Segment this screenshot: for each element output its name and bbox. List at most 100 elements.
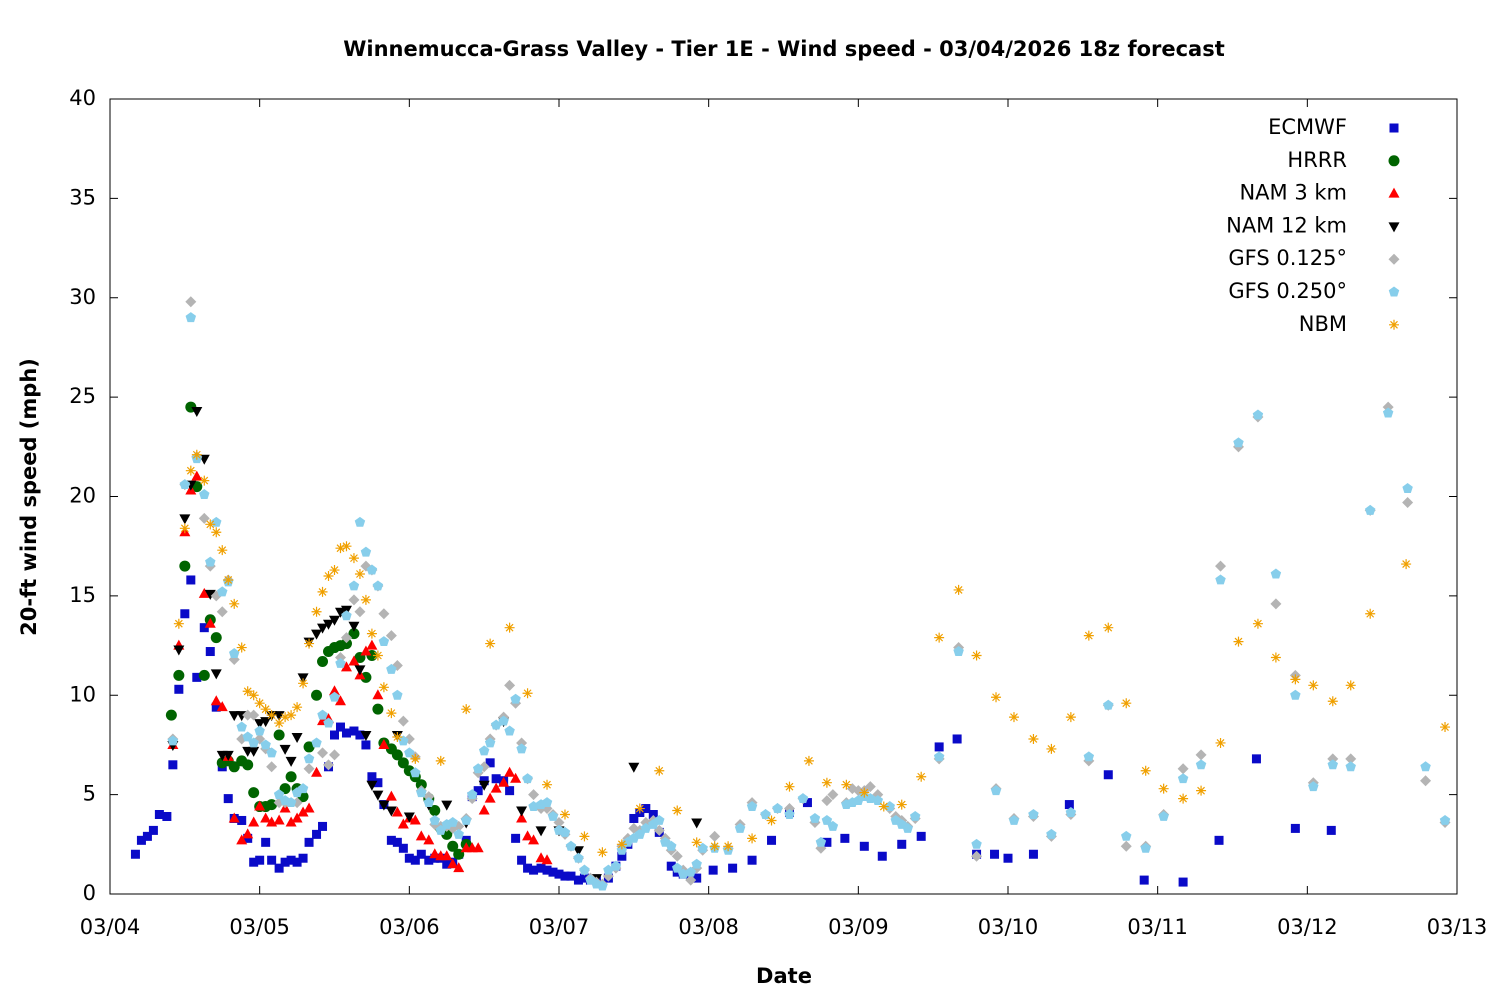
data-point: [186, 575, 196, 585]
data-point: [329, 685, 340, 696]
legend-marker: [1388, 155, 1400, 167]
y-tick-label: 40: [69, 86, 96, 110]
data-point: [366, 564, 378, 575]
y-tick-label: 20: [69, 484, 96, 508]
data-point: [366, 639, 378, 650]
data-point: [1139, 875, 1149, 885]
data-point: [280, 712, 291, 723]
data-point: [1420, 775, 1432, 787]
data-point: [217, 586, 228, 597]
data-point: [827, 820, 839, 831]
data-point: [330, 730, 339, 740]
data-point: [516, 806, 528, 817]
data-point: [1215, 574, 1226, 585]
x-tick-label: 03/06: [379, 915, 440, 939]
data-point: [902, 822, 913, 833]
legend-marker: [1389, 319, 1399, 330]
data-point: [391, 749, 403, 761]
data-point: [1402, 483, 1413, 493]
data-point: [529, 865, 539, 875]
data-point: [372, 703, 384, 715]
data-point: [934, 742, 944, 752]
data-point: [1046, 743, 1057, 754]
data-point: [354, 569, 365, 580]
data-point: [634, 803, 645, 814]
data-point: [378, 682, 389, 693]
data-point: [298, 678, 309, 689]
data-point: [1178, 793, 1189, 804]
data-point: [1440, 722, 1451, 733]
data-point: [162, 811, 172, 821]
data-point: [1215, 560, 1227, 572]
data-point: [478, 804, 490, 815]
data-point: [340, 661, 352, 672]
data-point: [579, 831, 590, 842]
data-point: [1439, 814, 1451, 825]
data-point: [168, 760, 178, 770]
data-point: [554, 869, 564, 879]
data-point: [1327, 759, 1339, 770]
data-point: [223, 794, 233, 804]
data-point: [348, 628, 360, 640]
data-point: [1121, 830, 1132, 841]
data-point: [191, 407, 203, 418]
data-point: [541, 854, 553, 865]
chart-title: Winnemucca-Grass Valley - Tier 1E - Wind…: [343, 37, 1225, 61]
data-point: [142, 831, 152, 841]
data-point: [185, 312, 197, 323]
data-point: [1233, 437, 1244, 448]
data-point: [528, 789, 540, 801]
data-point: [473, 786, 483, 796]
data-point: [1065, 712, 1076, 723]
data-point: [260, 704, 271, 715]
data-point: [504, 622, 515, 633]
data-point: [378, 800, 390, 811]
data-point: [360, 546, 372, 557]
data-point: [223, 574, 234, 585]
data-point: [472, 842, 484, 853]
data-point: [291, 732, 303, 743]
data-point: [248, 816, 260, 827]
data-point: [1382, 407, 1394, 418]
data-point: [822, 837, 832, 847]
data-point: [1327, 696, 1338, 707]
data-point: [784, 809, 795, 819]
data-point: [372, 689, 384, 700]
data-point: [254, 725, 265, 736]
data-point: [291, 812, 303, 823]
data-point: [1402, 496, 1414, 508]
data-point: [173, 645, 185, 656]
data-point: [803, 755, 814, 766]
data-point: [897, 839, 907, 849]
data-point: [385, 806, 397, 817]
data-point: [403, 812, 415, 823]
data-point: [971, 850, 983, 862]
data-point: [248, 787, 260, 799]
data-point: [285, 771, 297, 783]
data-point: [723, 841, 734, 852]
data-point: [566, 871, 576, 881]
legend-marker: [1388, 253, 1400, 265]
data-point: [797, 793, 809, 804]
data-point: [809, 812, 821, 823]
data-point: [392, 689, 403, 700]
data-point: [610, 860, 622, 871]
data-point: [236, 721, 247, 732]
data-point: [179, 479, 191, 490]
data-point: [498, 776, 510, 787]
data-point: [292, 702, 303, 713]
data-point: [1308, 680, 1319, 691]
data-point: [666, 840, 677, 851]
data-point: [229, 598, 240, 609]
data-point: [991, 692, 1002, 703]
data-point: [334, 607, 346, 618]
data-point: [210, 669, 222, 680]
data-point: [304, 638, 315, 649]
data-point: [1252, 618, 1263, 629]
data-point: [318, 821, 328, 831]
data-point: [654, 814, 665, 825]
data-point: [204, 617, 216, 628]
data-point: [429, 848, 441, 859]
data-point: [429, 805, 441, 817]
data-point: [1120, 840, 1132, 852]
